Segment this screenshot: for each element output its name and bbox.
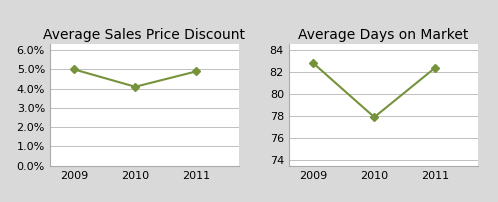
Title: Average Sales Price Discount: Average Sales Price Discount <box>43 28 246 42</box>
Title: Average Days on Market: Average Days on Market <box>298 28 469 42</box>
